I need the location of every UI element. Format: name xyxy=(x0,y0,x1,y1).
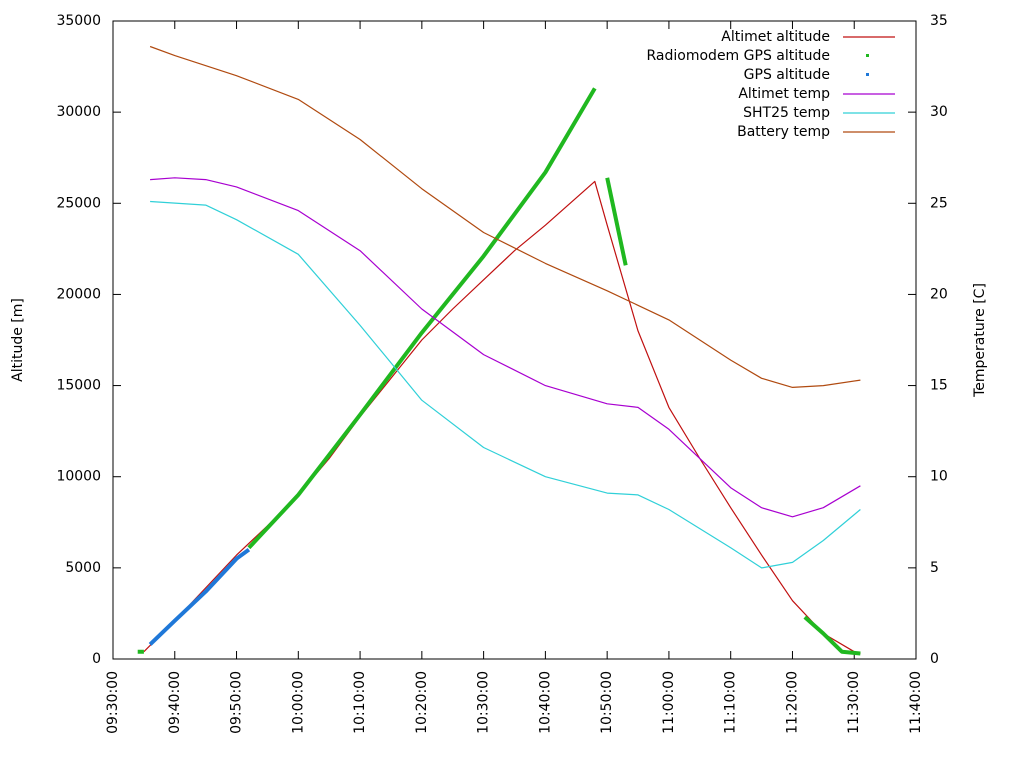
x-tick-label: 11:30:00 xyxy=(846,671,862,734)
y2-tick-label: 5 xyxy=(930,560,939,576)
y2-tick-label: 25 xyxy=(930,195,948,211)
legend-marker xyxy=(866,73,869,76)
x-tick-label: 11:40:00 xyxy=(908,671,924,734)
x-tick-label: 09:30:00 xyxy=(105,671,121,734)
series-line xyxy=(143,180,861,655)
x-tick-label: 10:50:00 xyxy=(599,671,615,734)
x-tick-label: 10:20:00 xyxy=(414,671,430,734)
legend-label: Battery temp xyxy=(737,124,830,140)
series-line xyxy=(149,45,861,388)
series-line xyxy=(148,547,251,646)
y-tick-label: 10000 xyxy=(56,469,101,485)
x-tick-label: 11:20:00 xyxy=(784,671,800,734)
y-axis-label: Altitude [m] xyxy=(10,298,26,382)
x-tick-label: 10:00:00 xyxy=(290,671,306,734)
legend-label: Altimet temp xyxy=(738,86,830,102)
legend-label: SHT25 temp xyxy=(743,105,830,121)
x-tick-label: 11:10:00 xyxy=(723,671,739,734)
y2-tick-label: 0 xyxy=(930,651,939,667)
y2-axis-label: Temperature [C] xyxy=(972,283,988,398)
series-line xyxy=(137,87,861,656)
x-tick-label: 09:40:00 xyxy=(167,671,183,734)
y-tick-label: 35000 xyxy=(56,13,101,29)
y2-tick-label: 15 xyxy=(930,378,948,394)
y-tick-label: 20000 xyxy=(56,286,101,302)
y2-tick-label: 20 xyxy=(930,286,948,302)
plot-frame xyxy=(112,20,917,660)
y2-tick-label: 10 xyxy=(930,469,948,485)
series-line xyxy=(150,177,861,518)
x-tick-label: 09:50:00 xyxy=(229,671,245,734)
x-tick-label: 10:10:00 xyxy=(352,671,368,734)
x-tick-label: 10:30:00 xyxy=(476,671,492,734)
legend-label: GPS altitude xyxy=(744,67,830,83)
y2-tick-label: 30 xyxy=(930,104,948,120)
y-tick-label: 30000 xyxy=(56,104,101,120)
y-tick-label: 25000 xyxy=(56,195,101,211)
series-line xyxy=(150,200,861,569)
legend-marker xyxy=(866,54,869,57)
y-tick-label: 5000 xyxy=(65,560,101,576)
legend-label: Altimet altitude xyxy=(721,29,830,45)
y-tick-label: 15000 xyxy=(56,378,101,394)
y-tick-label: 0 xyxy=(92,651,101,667)
legend-label: Radiomodem GPS altitude xyxy=(647,48,830,64)
y2-tick-label: 35 xyxy=(930,13,948,29)
x-tick-label: 10:40:00 xyxy=(537,671,553,734)
x-tick-label: 11:00:00 xyxy=(661,671,677,734)
